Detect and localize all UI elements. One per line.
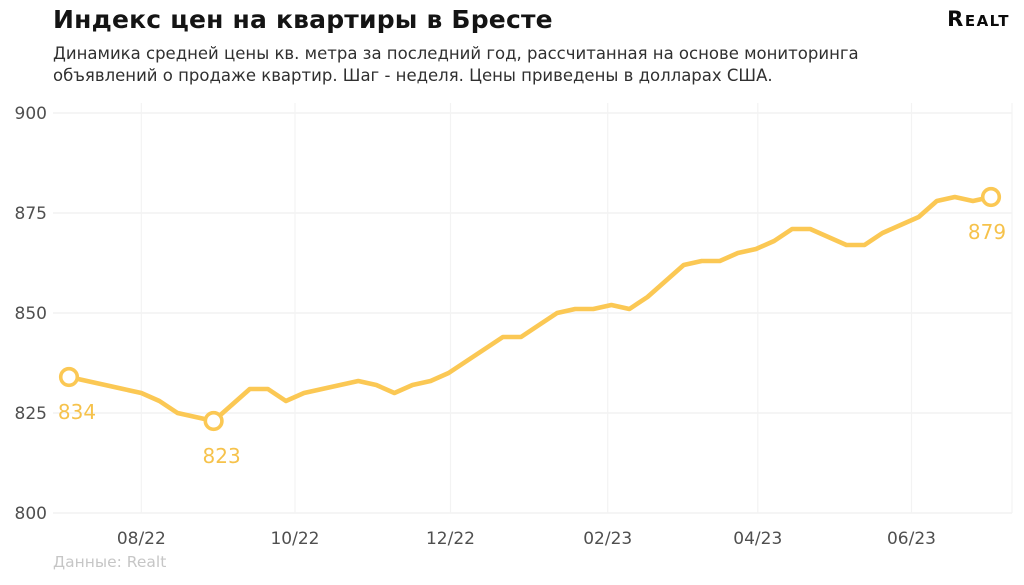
data-point-label: 879 — [968, 220, 1006, 244]
x-tick-label: 04/23 — [733, 529, 782, 549]
data-source-label: Данные: Realt — [53, 553, 167, 571]
x-tick-label: 08/22 — [117, 529, 166, 549]
y-tick-label: 850 — [15, 304, 47, 324]
x-tick-label: 10/22 — [270, 529, 319, 549]
y-tick-label: 825 — [15, 404, 47, 424]
x-tick-label: 02/23 — [583, 529, 632, 549]
y-tick-label: 875 — [15, 204, 47, 224]
y-tick-label: 900 — [15, 104, 47, 124]
data-point-marker — [203, 410, 224, 432]
y-tick-label: 800 — [15, 504, 47, 524]
chart-subtitle: Динамика средней цены кв. метра за после… — [53, 44, 859, 85]
data-point-marker — [58, 366, 80, 388]
x-tick-label: 12/22 — [426, 529, 475, 549]
data-point-marker — [980, 186, 1002, 208]
realt-logo: Realt — [947, 7, 1010, 31]
data-point-label: 834 — [58, 400, 96, 424]
price-line — [66, 194, 994, 424]
data-point-label: 823 — [203, 444, 241, 468]
x-tick-label: 06/23 — [887, 529, 936, 549]
page-title: Индекс цен на квартиры в Бресте — [53, 5, 553, 34]
